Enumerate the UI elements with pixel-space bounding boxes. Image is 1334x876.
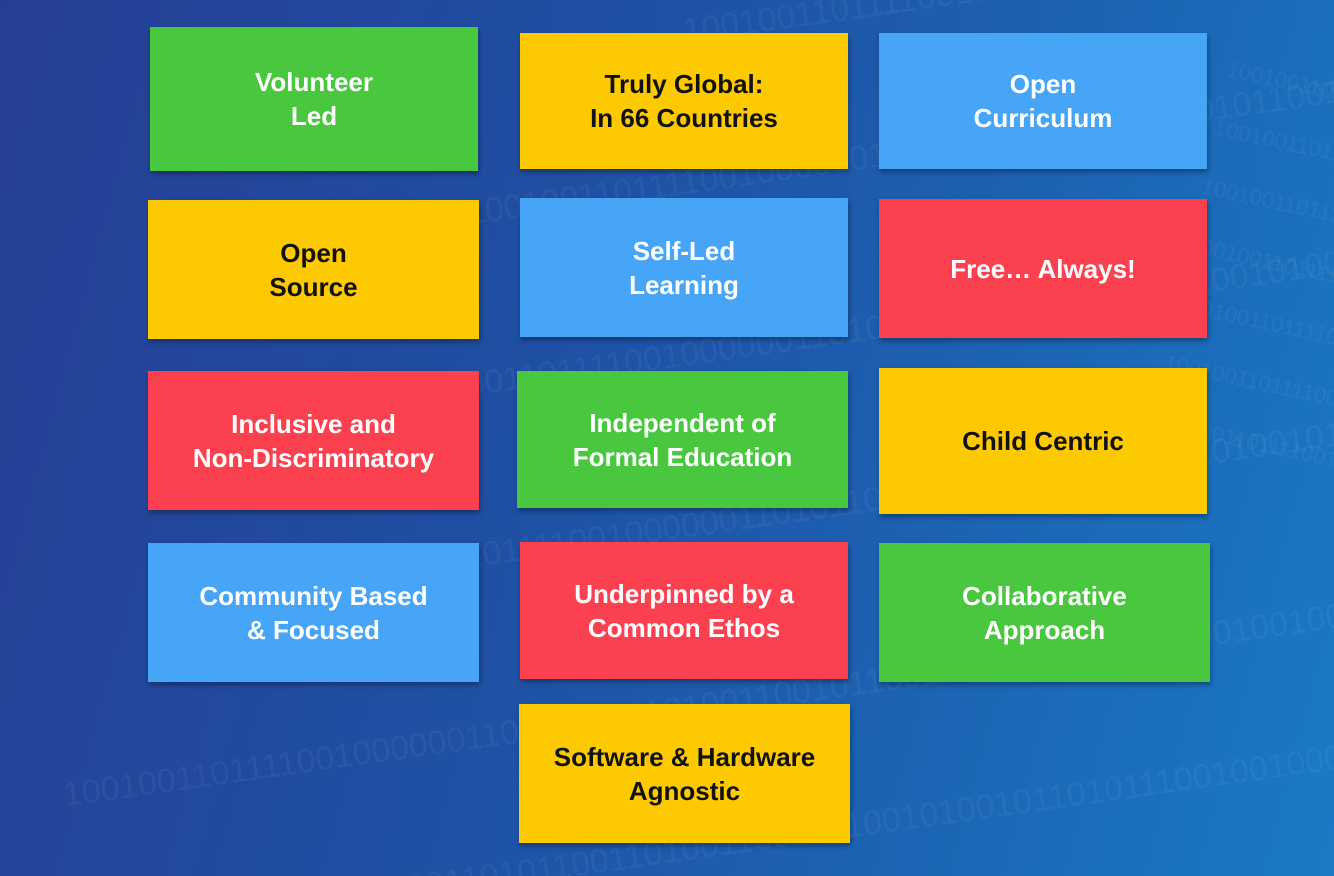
binary-text-line: 1001001101111001000000110101100110100110… — [1187, 232, 1334, 505]
card-label: Volunteer Led — [255, 67, 373, 131]
binary-text-line: 1001001101111001000000110101100110100110… — [1225, 56, 1334, 329]
card-open-source: Open Source — [148, 200, 479, 339]
card-open-curriculum: Open Curriculum — [879, 33, 1207, 169]
card-truly-global: Truly Global: In 66 Countries — [520, 33, 848, 169]
binary-text-line: 1001001101111001000000110101100110100110… — [1212, 115, 1334, 388]
card-label: Software & Hardware Agnostic — [553, 741, 816, 806]
card-software-hardware-agnostic: Software & Hardware Agnostic — [519, 704, 850, 843]
card-label: Community Based & Focused — [199, 580, 428, 645]
card-label: Inclusive and Non-Discriminatory — [192, 408, 435, 473]
card-label: Self-Led Learning — [629, 235, 739, 300]
card-label: Collaborative Approach — [962, 580, 1127, 645]
card-label: Child Centric — [962, 426, 1124, 456]
card-label: Free… Always! — [950, 253, 1136, 284]
card-free-always: Free… Always! — [879, 199, 1207, 338]
card-label: Independent of Formal Education — [572, 407, 793, 472]
card-child-centric: Child Centric — [879, 368, 1207, 514]
card-volunteer-led: Volunteer Led — [150, 27, 478, 171]
card-label: Open Curriculum — [973, 69, 1113, 133]
binary-text-line: 1001001101111001000000110101100110100110… — [1200, 174, 1334, 447]
card-label: Truly Global: In 66 Countries — [590, 69, 778, 133]
card-collaborative-approach: Collaborative Approach — [879, 543, 1210, 682]
card-self-led-learning: Self-Led Learning — [520, 198, 848, 337]
card-independent-of-formal-education: Independent of Formal Education — [517, 371, 848, 508]
card-label: Open Source — [269, 237, 358, 302]
card-community-based: Community Based & Focused — [148, 543, 479, 682]
card-label: Underpinned by a Common Ethos — [574, 578, 794, 643]
card-inclusive: Inclusive and Non-Discriminatory — [148, 371, 479, 510]
card-common-ethos: Underpinned by a Common Ethos — [520, 542, 848, 679]
